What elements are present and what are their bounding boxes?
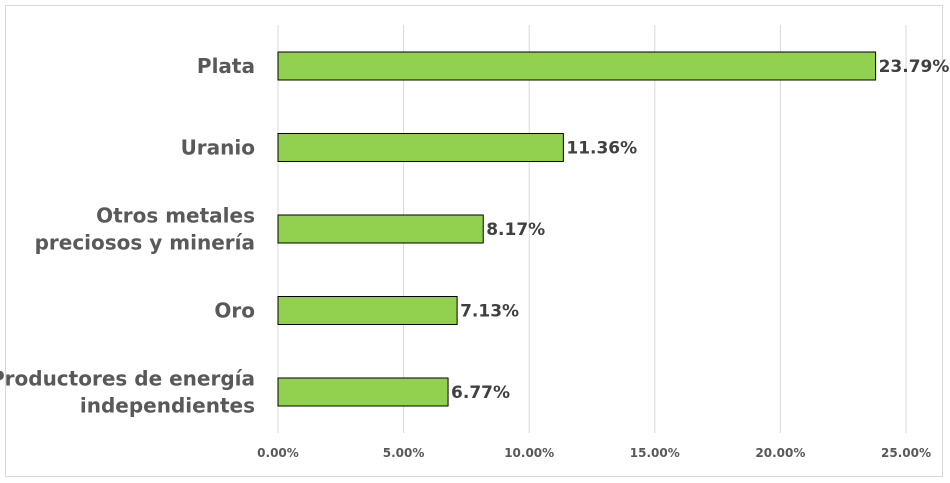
- category-label-line: Plata: [197, 54, 255, 78]
- bar: [277, 133, 564, 162]
- category-label: Otros metales preciosos y minería: [35, 204, 255, 255]
- bar: [277, 377, 449, 407]
- x-tick-label: 25.00%: [881, 446, 931, 460]
- data-label: 6.77%: [451, 383, 510, 403]
- category-label-line: preciosos y minería: [35, 231, 255, 255]
- x-axis-ticks: 0.00% 5.00% 10.00% 15.00% 20.00% 25.00%: [257, 446, 931, 460]
- category-label-line: Oro: [214, 299, 255, 323]
- gridlines: [277, 25, 907, 433]
- category-label-line: Otros metales: [96, 204, 255, 228]
- data-labels: 23.79% 11.36% 8.17% 7.13% 6.77%: [451, 57, 949, 403]
- category-label-line: independientes: [80, 394, 255, 418]
- bar: [277, 214, 484, 244]
- category-label: Plata: [197, 54, 255, 78]
- data-label: 8.17%: [486, 220, 545, 240]
- bar: [277, 51, 877, 81]
- x-tick-label: 5.00%: [383, 446, 425, 460]
- bar: [277, 296, 458, 325]
- category-label-line: Uranio: [181, 136, 255, 160]
- x-tick-label: 0.00%: [257, 446, 299, 460]
- data-label: 7.13%: [460, 302, 519, 322]
- category-label: Oro: [214, 299, 255, 323]
- bars: [277, 51, 877, 407]
- category-label: Uranio: [181, 136, 255, 160]
- x-tick-label: 20.00%: [755, 446, 805, 460]
- category-labels: Plata Uranio Otros metales preciosos y mine…: [0, 54, 255, 418]
- data-label: 23.79%: [879, 57, 950, 77]
- x-tick-label: 10.00%: [504, 446, 554, 460]
- data-label: 11.36%: [566, 139, 637, 159]
- x-tick-label: 15.00%: [630, 446, 680, 460]
- category-label-line: Productores de energía: [0, 367, 255, 391]
- category-label: Productores de energía independientes: [0, 367, 255, 418]
